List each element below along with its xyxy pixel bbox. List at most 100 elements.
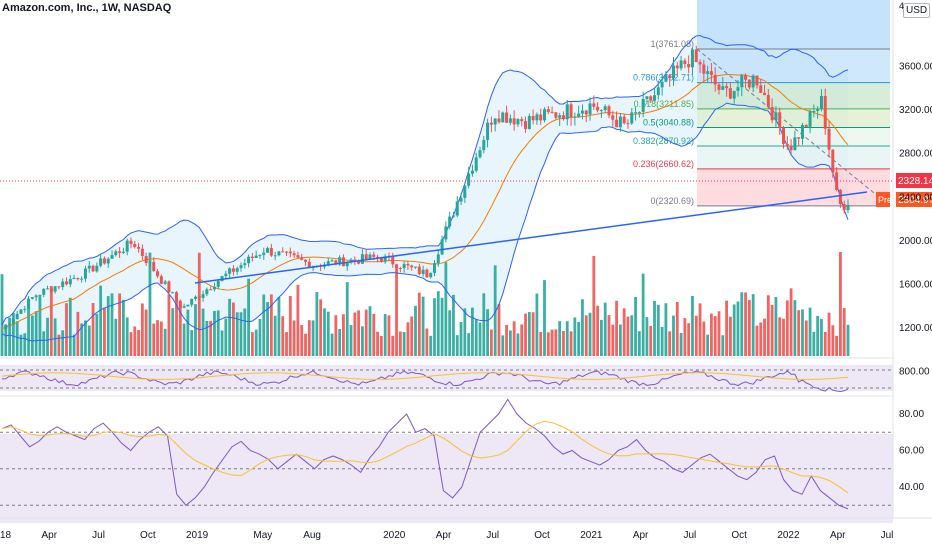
- candle-body: [812, 111, 816, 113]
- candle-body: [459, 197, 463, 202]
- candle-body: [76, 278, 80, 280]
- candle-body: [827, 128, 831, 150]
- candle-body: [709, 71, 713, 75]
- volume-bar: [596, 305, 600, 356]
- candle-body: [543, 109, 547, 121]
- volume-bar: [713, 316, 717, 356]
- volume-bar: [232, 302, 235, 356]
- volume-bar: [626, 316, 630, 356]
- candle-body: [789, 146, 793, 151]
- volume-bar: [224, 318, 228, 356]
- candle-body: [357, 260, 361, 264]
- candle-body: [630, 112, 634, 124]
- candle-body: [30, 297, 34, 299]
- moving-average: [1, 73, 849, 330]
- candle-body: [694, 49, 698, 63]
- volume-bar: [300, 325, 304, 356]
- volume-bar: [679, 332, 683, 356]
- fib-zone-extension: [697, 0, 890, 50]
- volume-bar: [562, 330, 565, 356]
- volume-bar: [163, 328, 167, 356]
- volume-bar: [520, 324, 524, 356]
- candle-body: [262, 252, 266, 255]
- time-axis-tick: 2019: [186, 530, 209, 541]
- time-axis-tick: Oct: [534, 530, 550, 541]
- rsi-axis-tick: 80.00: [899, 409, 924, 420]
- volume-bar: [584, 315, 588, 356]
- time-axis-tick: Jul: [92, 530, 105, 541]
- candle-body: [808, 111, 812, 127]
- volume-bar: [95, 313, 99, 356]
- volume-bar: [269, 294, 273, 356]
- candle-body: [755, 75, 759, 86]
- volume-bar: [785, 300, 789, 356]
- candle-body: [118, 251, 122, 253]
- candle-body: [372, 254, 376, 257]
- volume-bar: [812, 331, 816, 356]
- volume-bar: [763, 318, 766, 356]
- volume-bar: [471, 307, 474, 356]
- volume-bar: [577, 321, 581, 356]
- volume-bar: [235, 312, 239, 356]
- candle-body: [137, 247, 141, 249]
- volume-bar: [698, 303, 702, 356]
- volume-bar: [266, 302, 269, 356]
- volume-bar: [493, 265, 497, 356]
- candle-body: [656, 87, 660, 96]
- candle-body: [156, 271, 160, 277]
- volume-bar: [672, 315, 675, 356]
- volume-bar: [816, 315, 820, 356]
- volume-bar: [285, 332, 288, 356]
- volume-bar: [228, 298, 232, 356]
- candle-body: [167, 281, 171, 293]
- currency-selector[interactable]: USD: [903, 3, 931, 18]
- volume-bar: [554, 329, 558, 356]
- candle-body: [698, 62, 702, 65]
- candle-body: [269, 248, 273, 256]
- candle-body: [436, 254, 440, 264]
- volume-bar: [751, 294, 755, 356]
- volume-bar: [823, 331, 827, 356]
- candle-body: [846, 204, 850, 211]
- candle-body: [338, 257, 342, 265]
- volume-bar: [137, 329, 140, 356]
- volume-bar: [178, 304, 182, 356]
- volume-bar: [209, 320, 213, 356]
- candle-body: [133, 243, 137, 248]
- candle-body: [216, 280, 220, 287]
- volume-bar: [706, 334, 710, 356]
- volume-bar: [634, 297, 637, 356]
- volume-bar: [167, 294, 171, 356]
- price-axis-tick: 2400.00: [899, 192, 932, 203]
- volume-bar: [121, 299, 125, 356]
- volume-bar: [80, 323, 84, 356]
- fib-level-label: 0.618(3211.85): [634, 99, 694, 109]
- support-trend-line: [194, 191, 868, 284]
- candle-body: [64, 281, 68, 285]
- candle-body: [573, 116, 577, 118]
- volume-bar: [683, 318, 687, 356]
- volume-bar: [425, 328, 429, 356]
- volume-bar: [717, 311, 721, 356]
- volume-bar: [330, 333, 334, 356]
- pre-market-price-label: 2304.97: [898, 195, 932, 206]
- volume-bar: [326, 311, 330, 356]
- volume-bar: [254, 329, 258, 356]
- volume-bar: [213, 310, 216, 356]
- candle-body: [300, 257, 304, 260]
- volume-bar: [801, 309, 804, 356]
- candle-body: [38, 294, 42, 296]
- candle-body: [345, 262, 349, 267]
- volume-bar: [353, 312, 357, 356]
- candle-body: [668, 75, 672, 79]
- volume-bar: [569, 331, 573, 356]
- candle-body: [505, 112, 509, 123]
- volume-bar: [364, 309, 368, 356]
- volume-bar: [694, 315, 698, 356]
- volume-bar: [417, 292, 421, 356]
- candle-body: [797, 137, 801, 139]
- candle-body: [683, 60, 687, 65]
- candle-body: [125, 240, 129, 252]
- time-axis-tick: Jul: [881, 530, 894, 541]
